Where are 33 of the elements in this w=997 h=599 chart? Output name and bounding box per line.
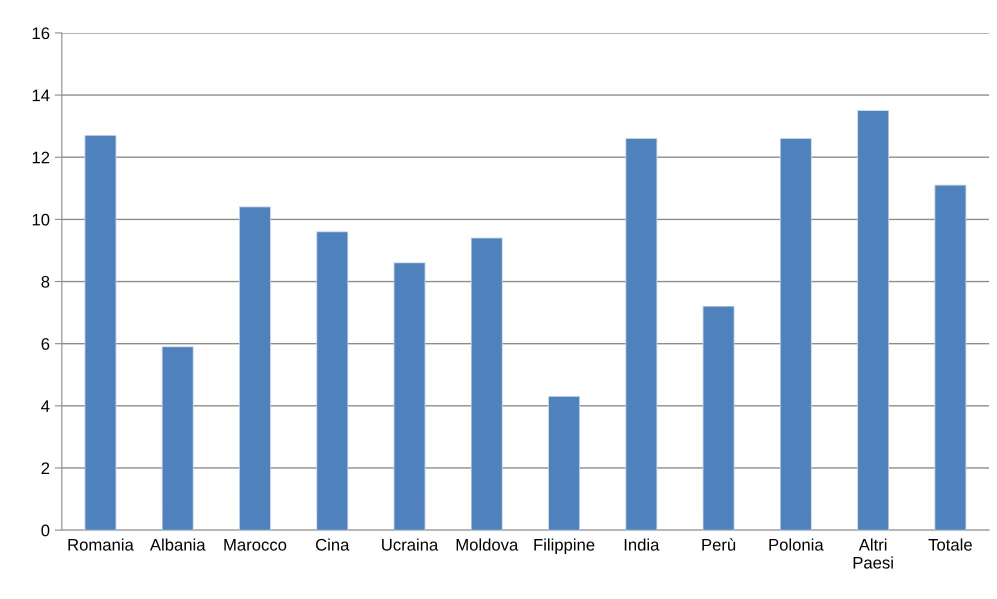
- bar: [780, 138, 812, 530]
- bar: [394, 262, 426, 530]
- x-tick-label: India: [624, 538, 660, 551]
- bar: [625, 138, 658, 530]
- y-tick-label: 2: [42, 462, 50, 474]
- x-tick-label: Moldova: [456, 538, 518, 551]
- x-tick-label: Polonia: [769, 538, 824, 551]
- x-tick-label: Cina: [316, 538, 350, 551]
- x-tick-label: Totale: [928, 538, 972, 551]
- bar: [84, 135, 116, 530]
- y-tick-label: 12: [32, 152, 50, 164]
- y-tick-label: 14: [32, 90, 50, 102]
- bar: [934, 184, 966, 530]
- bar: [162, 346, 194, 530]
- x-tick-label: Altri Paesi: [854, 538, 893, 569]
- x-tick-label: Filippine: [534, 538, 594, 554]
- bar: [548, 396, 580, 530]
- bar: [857, 110, 889, 530]
- bar: [470, 238, 503, 530]
- y-tick-label: 16: [32, 27, 50, 40]
- y-tick-label: 4: [41, 400, 50, 412]
- bar: [316, 231, 348, 530]
- x-tick-label: Marocco: [224, 539, 286, 551]
- x-tick-label: Albania: [150, 538, 206, 551]
- bar: [702, 306, 734, 530]
- y-tick-label: 6: [42, 338, 50, 350]
- y-tick-label: 8: [41, 276, 50, 288]
- bar: [239, 206, 271, 530]
- y-tick-label: 10: [32, 214, 50, 226]
- x-tick-label: Romania: [68, 538, 134, 551]
- x-tick-label: Perù: [702, 538, 736, 551]
- y-tick-label: 0: [41, 524, 50, 536]
- x-tick-label: Ucraina: [382, 538, 438, 551]
